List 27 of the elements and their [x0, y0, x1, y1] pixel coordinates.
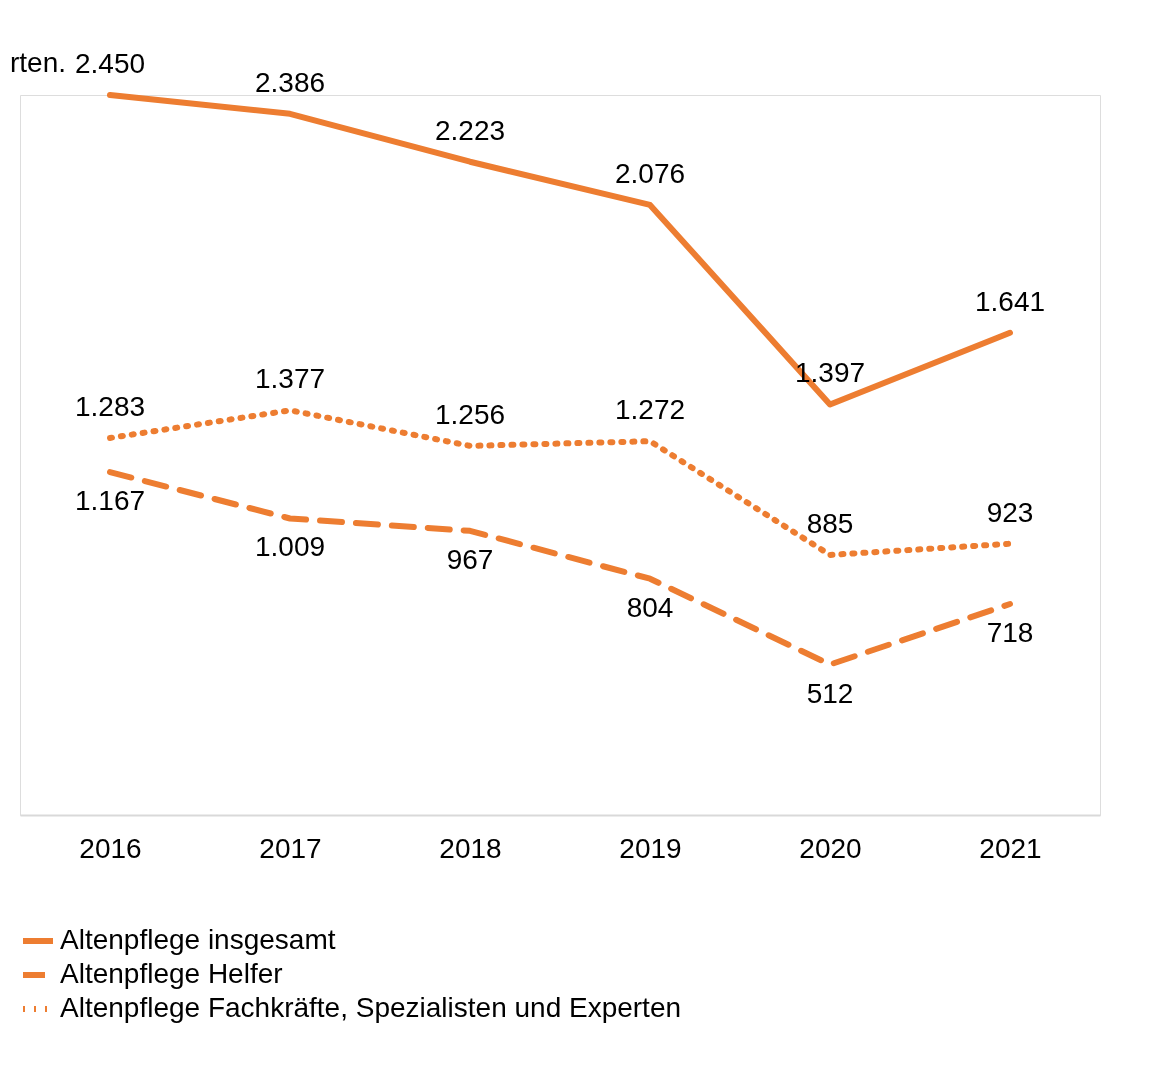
data-label: 2.223 — [434, 114, 506, 146]
x-tick-label: 2016 — [79, 832, 142, 864]
x-tick-label: 2021 — [979, 832, 1042, 864]
x-tick-label: 2017 — [259, 832, 322, 864]
data-label: 1.167 — [74, 485, 146, 517]
data-label: 1.272 — [614, 394, 686, 426]
data-label: 923 — [986, 496, 1034, 528]
data-label: 2.450 — [74, 48, 146, 79]
legend-label: Altenpflege insgesamt — [60, 924, 336, 955]
data-label: 2.386 — [254, 66, 326, 98]
data-label: 885 — [806, 507, 854, 539]
data-label: 1.256 — [434, 398, 506, 430]
legend-label: Altenpflege Fachkräfte, Spezialisten und Experten — [60, 992, 682, 1023]
data-label: 1.283 — [74, 390, 146, 422]
x-tick-label: 2020 — [799, 832, 862, 864]
x-tick-label: 2019 — [619, 832, 682, 864]
data-label: 1.009 — [254, 531, 326, 563]
data-label: 718 — [986, 617, 1034, 648]
data-label: 512 — [806, 677, 854, 709]
data-label: 1.641 — [974, 285, 1046, 317]
x-tick-label: 2018 — [439, 832, 502, 864]
legend-label: Altenpflege Helfer — [60, 958, 283, 989]
text: rten. — [10, 47, 67, 78]
data-label: 804 — [626, 591, 674, 623]
data-label: 967 — [446, 543, 494, 575]
data-label: 1.377 — [254, 363, 326, 395]
data-label: 2.076 — [614, 157, 686, 189]
